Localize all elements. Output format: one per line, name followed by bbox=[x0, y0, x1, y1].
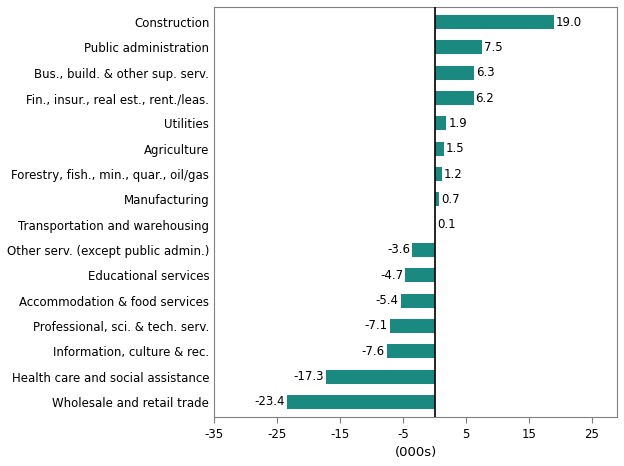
Text: -3.6: -3.6 bbox=[387, 244, 410, 256]
Text: -17.3: -17.3 bbox=[293, 370, 324, 383]
Text: 6.3: 6.3 bbox=[476, 66, 495, 79]
Bar bbox=[412, 243, 434, 257]
Text: 7.5: 7.5 bbox=[484, 41, 502, 54]
Bar bbox=[401, 294, 434, 308]
Text: -23.4: -23.4 bbox=[255, 395, 285, 408]
Bar bbox=[434, 116, 446, 130]
Bar bbox=[434, 192, 439, 206]
Text: -4.7: -4.7 bbox=[380, 269, 403, 282]
Bar bbox=[434, 142, 444, 156]
Bar bbox=[390, 319, 434, 333]
Bar bbox=[434, 91, 474, 105]
Bar bbox=[434, 167, 442, 181]
Text: 1.5: 1.5 bbox=[446, 142, 464, 155]
Text: -7.1: -7.1 bbox=[365, 319, 388, 332]
Text: 1.2: 1.2 bbox=[444, 168, 462, 180]
Text: 6.2: 6.2 bbox=[475, 92, 494, 104]
Bar bbox=[434, 15, 554, 29]
X-axis label: (000s): (000s) bbox=[394, 446, 437, 459]
Text: 1.9: 1.9 bbox=[449, 117, 467, 130]
Bar bbox=[387, 344, 434, 358]
Bar bbox=[434, 41, 482, 55]
Bar bbox=[405, 268, 434, 282]
Bar bbox=[434, 218, 435, 232]
Bar bbox=[326, 370, 434, 384]
Bar bbox=[287, 395, 434, 409]
Text: -7.6: -7.6 bbox=[362, 345, 385, 358]
Text: -5.4: -5.4 bbox=[376, 294, 399, 307]
Bar bbox=[434, 66, 474, 80]
Text: 0.1: 0.1 bbox=[437, 218, 456, 231]
Text: 19.0: 19.0 bbox=[556, 16, 582, 28]
Text: 0.7: 0.7 bbox=[441, 193, 459, 206]
